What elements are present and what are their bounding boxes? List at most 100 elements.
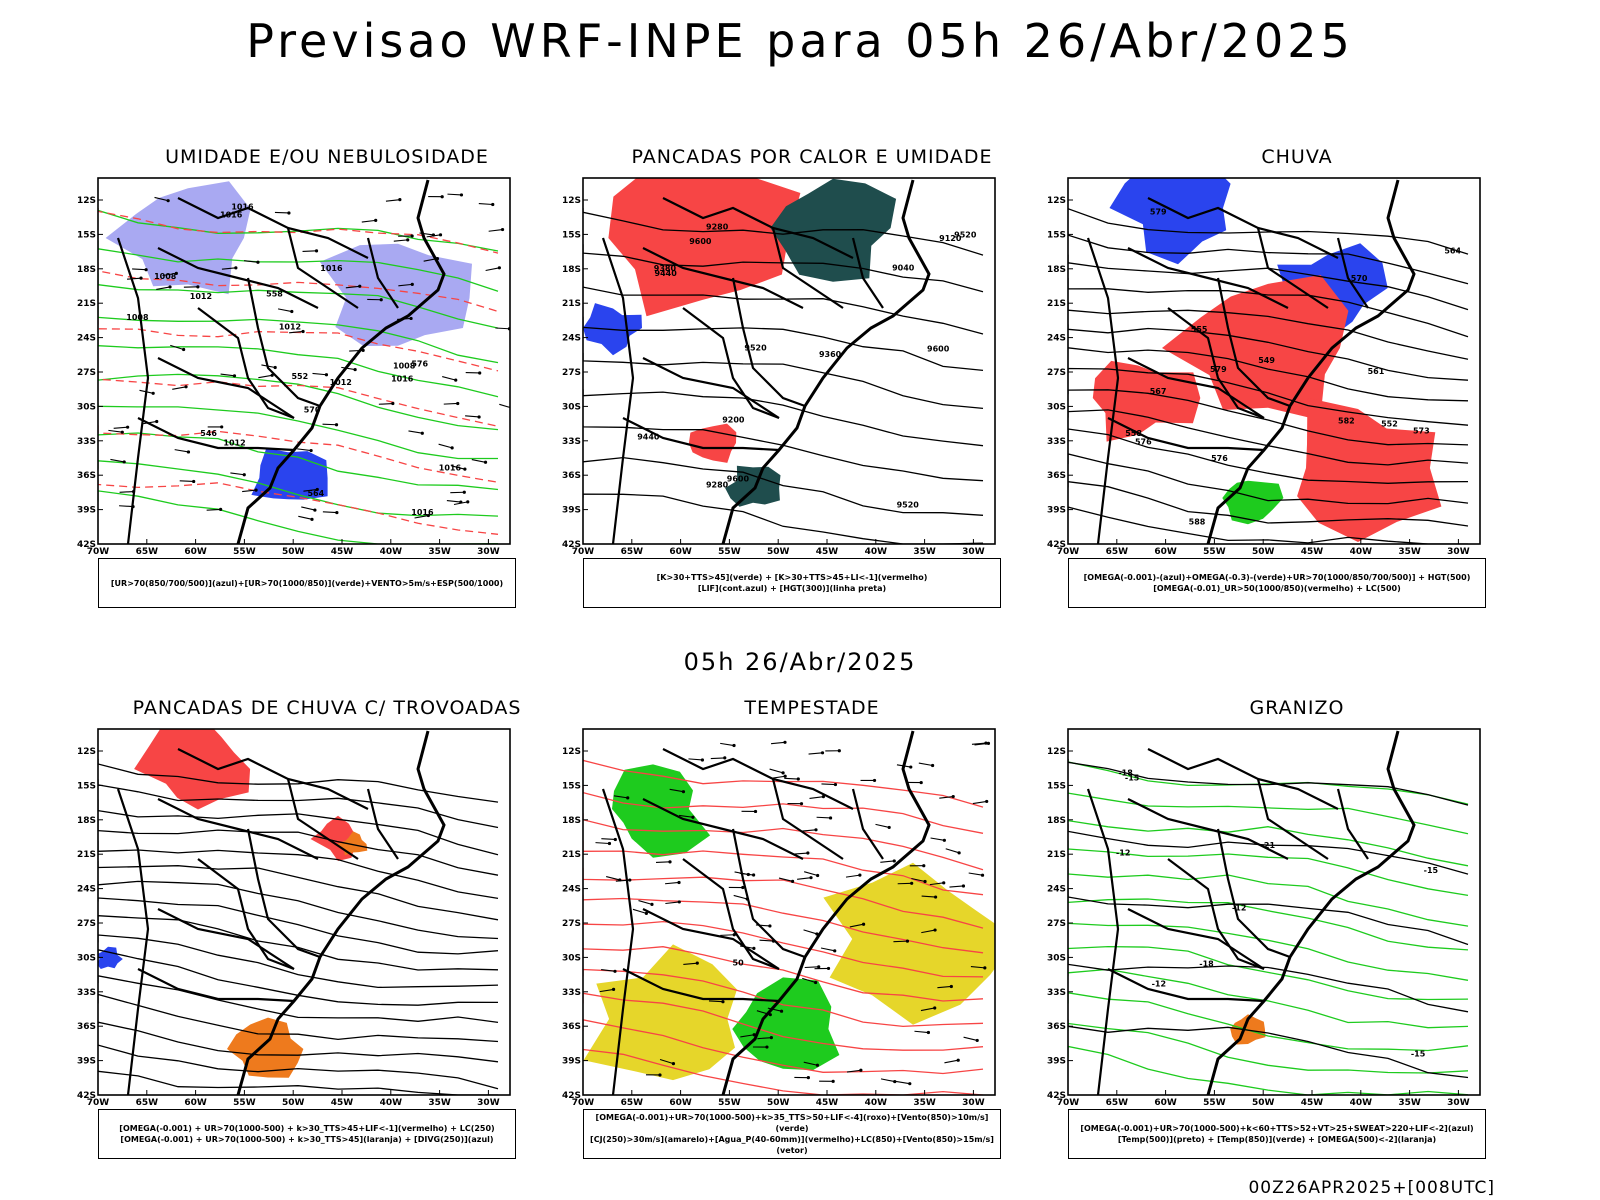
wind-vector: [127, 277, 142, 280]
map-pancadas-calor: 9600 9600 9520 9520 9440 9440 9360 9280 9200 9120…: [562, 177, 996, 557]
border-line: [601, 788, 635, 1095]
vector-head: [922, 864, 926, 868]
wind-vector: [298, 515, 313, 520]
contour-line: [1068, 324, 1469, 381]
contour-label: 9520: [897, 500, 920, 509]
border-line: [771, 227, 844, 309]
vector-head: [254, 488, 258, 492]
panel-chuva: CHUVA 588 582 579 576 573 570 567 564 561 558 555 5…: [1047, 146, 1547, 616]
vector-head: [497, 266, 501, 270]
border-line: [137, 417, 295, 452]
legend-line: [Temp(500)](preto) + [Temp(850)](verde) …: [1117, 1135, 1437, 1144]
map-layer: 9600 9600 9520 9520 9440 9440 9360 9280 9200 9120…: [583, 178, 984, 544]
vector-head: [753, 809, 758, 814]
page-title: Previsao WRF-INPE para 05h 26/Abr/2025: [246, 14, 1354, 68]
vector-head: [256, 260, 260, 264]
shaded-area: [319, 243, 472, 346]
wind-vector: [221, 267, 236, 270]
wind-vector: [683, 962, 698, 966]
legend-line: [UR>70(850/700/500)](azul)+[UR>70(1000/8…: [110, 578, 504, 588]
lat-tick-label: 18S: [77, 816, 96, 826]
legend-line: [LIF](cont.azul) + [HGT(300)](linha pret…: [697, 584, 887, 593]
vector-head: [290, 309, 294, 314]
contour-label: 555: [1191, 325, 1208, 334]
contour-line: [98, 820, 499, 876]
contour-line: [1068, 481, 1469, 527]
contour-label: 9600: [727, 475, 750, 484]
vector-head: [234, 266, 238, 270]
contour-label: 50: [733, 958, 745, 967]
map-frame: [97, 728, 511, 1096]
lon-tick-label: 45W: [816, 547, 839, 557]
wind-vector: [499, 403, 510, 409]
vector-head: [409, 316, 413, 321]
wind-vector: [119, 505, 134, 508]
vector-head: [313, 508, 317, 512]
border-line: [642, 908, 780, 970]
vector-head: [837, 749, 841, 753]
wind-vector: [302, 250, 317, 253]
wind-vector: [303, 488, 318, 492]
contour-line: [583, 1019, 984, 1075]
map-frame: [97, 177, 511, 545]
shaded-area: [134, 729, 251, 810]
vector-head: [799, 802, 804, 806]
legend-line: [OMEGA(-0.001)+UR>70(1000-500)+k>35_TTS>…: [595, 1113, 989, 1133]
contour-label: 9600: [927, 344, 950, 353]
map-frame: [582, 177, 996, 545]
wind-vector: [206, 508, 221, 511]
lat-tick-label: 12S: [77, 196, 96, 206]
border-line: [622, 968, 780, 1003]
shaded-area: [1109, 178, 1231, 265]
lat-tick-label: 33S: [1047, 988, 1066, 998]
contour-label: -15: [1424, 866, 1439, 875]
vector-head: [186, 450, 191, 454]
vector-head: [309, 448, 313, 453]
lon-tick-label: 65W: [136, 547, 159, 557]
vector-head: [814, 980, 818, 985]
vector-head: [155, 419, 159, 424]
lat-tick-label: 15S: [1047, 781, 1066, 791]
map-layer: 1012100810121016101210161008101210161016…: [98, 179, 510, 544]
lon-tick-label: 35W: [428, 1098, 451, 1108]
wind-vector: [322, 423, 337, 426]
lat-tick-label: 33S: [562, 437, 581, 447]
vector-head: [462, 490, 466, 494]
lat-tick-label: 21S: [562, 850, 581, 860]
contour-label: 1016: [220, 211, 243, 220]
vector-head: [933, 1006, 937, 1010]
contour-label: 570: [304, 406, 321, 415]
lon-tick-label: 35W: [428, 547, 451, 557]
legend-box: [OMEGA(-0.001)+UR>70(1000-500)+k>35_TTS>…: [583, 1109, 1001, 1159]
contour-line: [583, 946, 984, 1002]
contour-label: 1012: [190, 292, 212, 301]
panel-title: PANCADAS POR CALOR E UMIDADE: [631, 146, 993, 168]
wind-vector: [495, 327, 510, 330]
contour-label: 558: [266, 289, 283, 298]
lon-tick-label: 55W: [233, 547, 256, 557]
contour-label: 579: [1210, 365, 1227, 374]
shaded-area: [823, 862, 995, 1025]
vector-head: [426, 513, 430, 518]
wind-vector: [895, 1080, 910, 1085]
wind-vector: [601, 969, 616, 972]
border-line: [366, 237, 399, 309]
vector-head: [949, 984, 953, 989]
lat-tick-label: 27S: [1047, 919, 1066, 929]
contour-line: [1068, 347, 1469, 402]
contour-label: 9440: [655, 269, 678, 278]
border-line: [1107, 968, 1265, 1003]
lon-tick-label: 35W: [913, 1098, 936, 1108]
border-line: [1107, 417, 1265, 452]
wind-vector: [345, 285, 360, 289]
vector-head: [892, 859, 896, 863]
vector-head: [324, 373, 329, 377]
wind-vector: [485, 267, 500, 272]
wind-vector: [939, 796, 954, 799]
vector-head: [700, 758, 705, 762]
lon-tick-label: 50W: [1252, 1098, 1275, 1108]
wind-vector: [720, 742, 735, 747]
vector-head: [820, 751, 825, 755]
map-frame: [1067, 728, 1481, 1096]
vector-head: [769, 1036, 773, 1040]
